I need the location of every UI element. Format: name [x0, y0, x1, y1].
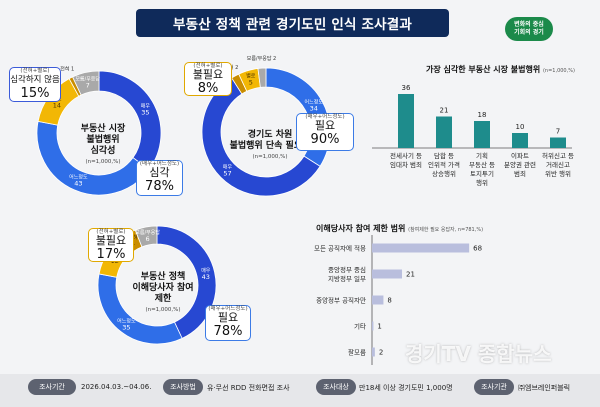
donut1-callout-positive: (매우+어느정도) 심각 78% [136, 160, 183, 196]
vbar-category-4-1: 거래신고 [546, 160, 570, 169]
vbar-category-1-1: 인위적 가격 [428, 160, 460, 169]
hbar-value-1: 21 [406, 271, 415, 279]
donut2-title: 경기도 차원 불법행위 단속 필요성 (n=1,000,%) [229, 130, 311, 160]
page-title: 부동산 정책 관련 경기도민 인식 조사결과 [136, 9, 449, 37]
donut2-label-very: 매우 [223, 164, 233, 171]
donut2-callout-negative: (전혀+별로) 불필요 8% [184, 62, 232, 96]
vbar-category-3-0: 이파트 [511, 151, 529, 160]
donut3-label-dk: 모름/무응답 [135, 229, 160, 236]
hbar-category-1-0: 중앙정부 중심 [328, 265, 366, 274]
hbar-bar-2 [372, 295, 384, 305]
vbar-category-3-2: 범죄 [514, 169, 526, 178]
donut2-label-some: 어느정도 [305, 99, 324, 106]
vbar-bar-1 [436, 116, 452, 148]
footer-target: 만18세 이상 경기도민 1,000명 [359, 384, 453, 392]
vbar-value-4: 7 [556, 128, 560, 136]
gyeonggi-logo: 변화의 중심 기회의 경기 [505, 17, 553, 41]
hbar-category-4-0: 잘모름 [348, 349, 366, 357]
footer-method: 유·무선 RDD 전화면접 조사 [207, 384, 290, 392]
hbar-bar-3 [372, 321, 374, 331]
donut1-label-some: 어느정도 [69, 174, 88, 181]
hbar-category-1-1: 지방정부 일부 [328, 274, 366, 283]
vbar-value-3: 10 [516, 123, 525, 131]
vbar-category-2-0: 기획 [476, 151, 488, 160]
footer-period: 2026.04.03.~04.06. [81, 383, 152, 391]
donut3-callout-positive: (매우+어느정도) 필요 78% [205, 305, 251, 341]
vbar-bar-0 [398, 94, 414, 148]
vbar-category-1-2: 상승행위 [432, 169, 456, 178]
donut3-label-some: 어느정도 [117, 318, 136, 325]
hbar-category-0-0: 모든 공직자에 적용 [314, 244, 366, 253]
donut1-label-dk: 모름/무응답 [75, 75, 100, 82]
donut2-value-some: 34 [310, 105, 318, 113]
donut1-value-some: 43 [74, 180, 82, 188]
vbar-bar-3 [512, 133, 528, 148]
hbar-value-3: 1 [377, 323, 381, 331]
hbar-bar-0 [372, 243, 470, 253]
vbar-value-0: 36 [402, 84, 411, 92]
donut3-value-dk: 6 [146, 235, 150, 243]
footer-period-label: 조사기간 [28, 379, 76, 395]
vbar-category-4-0: 허위신고 등 [542, 151, 574, 160]
hbar-category-2-0: 중앙정부 공직자만 [316, 296, 366, 305]
vbar-category-4-2: 위반 행위 [545, 169, 571, 178]
donut1-title: 부동산 시장 불법행위 심각성 (n=1,000,%) [80, 124, 126, 165]
donut2-callout-positive: (매우+어느정도) 필요 90% [296, 113, 354, 151]
donut1-value-very: 35 [141, 108, 149, 116]
donut3-value-some: 35 [122, 324, 130, 332]
donut2-label-not_much: 별로 [246, 73, 256, 80]
vbar-category-1-0: 담합 등 [434, 151, 454, 160]
watermark: 경기TV 종합뉴스 [405, 342, 552, 366]
donut3-label-very: 매우 [201, 267, 211, 274]
vbar-category-2-2: 토지투기 [470, 169, 494, 178]
donut3-slice-dk [134, 225, 158, 248]
footer-agency: ㈜엠브레인퍼블릭 [518, 384, 571, 392]
hbar-value-2: 8 [387, 297, 391, 305]
hbar-value-4: 2 [379, 349, 383, 357]
donut3-value-very: 43 [202, 273, 210, 281]
donut2-label-dk: 모름/무응답 2 [247, 55, 276, 62]
vbar-value-2: 18 [478, 111, 487, 119]
hbar-value-0: 68 [473, 245, 482, 253]
footer-agency-label: 조사기관 [474, 379, 514, 395]
donut1-slice-dk [72, 70, 100, 96]
hbar-title: 이해당사자 참여 제한 범위 (참여제한 필요 응답자, n=781,%) [316, 224, 484, 233]
donut2-value-not_much: 5 [249, 79, 253, 87]
donut1-callout-negative: (전혀+별로) 심각하지 않음 15% [9, 67, 61, 102]
donut3-callout-negative: (전혀+별로) 불필요 17% [88, 228, 134, 262]
donut2-value-very: 57 [223, 170, 231, 178]
donut1-value-not_much: 14 [53, 101, 61, 109]
donut3-title: 부동산 정책 이해당사자 참여 제한 (n=1,000,%) [132, 272, 194, 313]
donut1-label-very: 매우 [141, 102, 151, 109]
donut1-value-dk: 7 [86, 81, 90, 89]
vbar-title: 가장 심각한 부동산 시장 불법행위 (n=1,000,%) [426, 65, 575, 74]
donut2-slice-dk [257, 67, 267, 88]
vbar-category-0-1: 임대차 범죄 [390, 160, 422, 169]
hbar-bar-1 [372, 269, 402, 279]
hbar-bar-4 [372, 347, 375, 357]
hbar-category-3-0: 기타 [354, 322, 366, 331]
vbar-category-0-0: 전세사기 등 [390, 151, 422, 160]
vbar-category-3-1: 분양권 관련 [504, 160, 536, 169]
vbar-category-2-3: 행위 [476, 178, 488, 187]
footer-target-label: 조사대상 [316, 379, 356, 395]
vbar-bar-4 [550, 137, 566, 148]
vbar-bar-2 [474, 121, 490, 148]
donut1-label-not_at_all: 전혀 1 [60, 66, 74, 73]
vbar-category-2-1: 부동산 등 [469, 160, 495, 169]
footer-method-label: 조사방법 [163, 379, 203, 395]
vbar-value-1: 21 [440, 107, 449, 115]
